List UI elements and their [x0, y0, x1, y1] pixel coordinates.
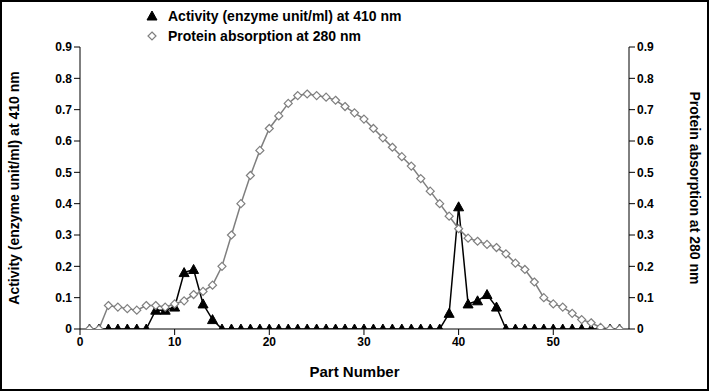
svg-text:0.7: 0.7	[55, 103, 72, 117]
html-text:Protein absorption at 280 nm: Protein absorption at 280 nm	[168, 28, 361, 44]
svg-text:0.2: 0.2	[637, 260, 654, 274]
svg-text:0.7: 0.7	[637, 103, 654, 117]
html-text:Activity (enzyme unit/ml) at 4: Activity (enzyme unit/ml) at 410 nm	[168, 8, 402, 24]
svg-text:0.4: 0.4	[55, 197, 72, 211]
svg-text:0.9: 0.9	[55, 40, 72, 54]
svg-text:10: 10	[168, 335, 182, 349]
svg-text:0: 0	[65, 322, 72, 336]
svg-text:0.6: 0.6	[637, 134, 654, 148]
svg-text:0.8: 0.8	[637, 72, 654, 86]
svg-text:0.4: 0.4	[637, 197, 654, 211]
svg-text:40: 40	[452, 335, 466, 349]
svg-text:30: 30	[357, 335, 371, 349]
svg-text:20: 20	[263, 335, 277, 349]
svg-text:0.5: 0.5	[55, 166, 72, 180]
svg-text:0.3: 0.3	[637, 228, 654, 242]
svg-text:0.5: 0.5	[637, 166, 654, 180]
svg-text:Part Number: Part Number	[309, 363, 399, 380]
svg-text:50: 50	[547, 335, 561, 349]
svg-text:0: 0	[637, 322, 644, 336]
svg-text:0.8: 0.8	[55, 72, 72, 86]
svg-text:0.9: 0.9	[637, 40, 654, 54]
svg-text:0.2: 0.2	[55, 260, 72, 274]
svg-text:0.1: 0.1	[55, 291, 72, 305]
svg-text:Activity (enzyme unit/ml) at 4: Activity (enzyme unit/ml) at 410 nm	[8, 71, 22, 304]
svg-text:Protein absorption at 280 nm: Protein absorption at 280 nm	[687, 92, 701, 285]
svg-text:0.1: 0.1	[637, 291, 654, 305]
svg-text:0.3: 0.3	[55, 228, 72, 242]
svg-text:0.6: 0.6	[55, 134, 72, 148]
svg-text:0: 0	[77, 335, 84, 349]
